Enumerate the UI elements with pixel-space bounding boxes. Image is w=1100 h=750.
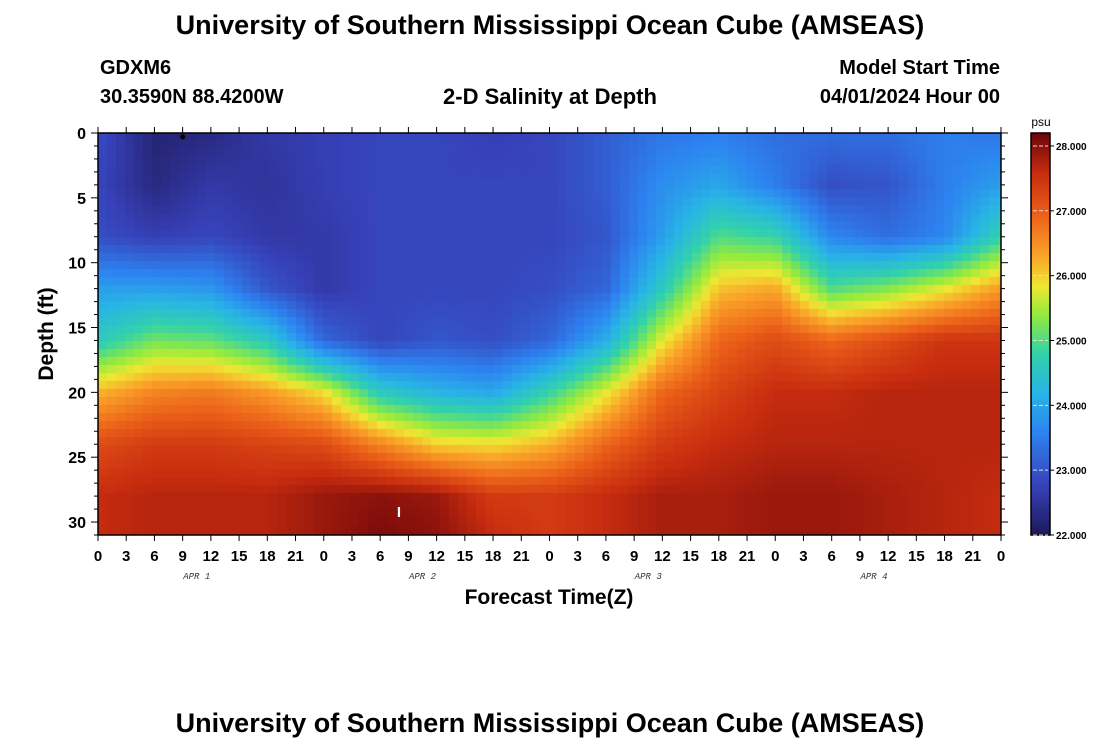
station-name: GDXM6	[100, 57, 172, 79]
x-tick-label: 9	[856, 548, 864, 565]
x-tick-label: 6	[376, 548, 384, 565]
x-axis-label: Forecast Time(Z)	[465, 586, 634, 609]
x-tick-label: 0	[94, 548, 102, 565]
x-tick-label: 15	[908, 548, 925, 565]
colorbar-tick-label: 26.000	[1056, 272, 1087, 283]
colorbar-tick-label: 22.000	[1056, 531, 1087, 542]
y-tick-label: 25	[68, 450, 86, 467]
x-tick-label: 21	[964, 548, 981, 565]
x-tick-label: 9	[178, 548, 186, 565]
x-tick-label: 18	[710, 548, 727, 565]
colorbar-tick-label: 25.000	[1056, 336, 1087, 347]
colorbar-frame	[1030, 132, 1051, 536]
surface-marker	[180, 134, 186, 140]
x-tick-label: 0	[320, 548, 328, 565]
x-tick-label: 15	[457, 548, 474, 565]
model-start-label: Model Start Time	[839, 57, 1000, 79]
x-tick-label: 0	[545, 548, 553, 565]
x-tick-label: 3	[799, 548, 807, 565]
x-tick-label: 3	[122, 548, 130, 565]
x-tick-label: 21	[739, 548, 756, 565]
x-tick-label: 15	[682, 548, 699, 565]
x-tick-label: 21	[287, 548, 304, 565]
y-tick-label: 5	[77, 191, 86, 208]
x-tick-label: 12	[654, 548, 671, 565]
day-label: APR 1	[182, 572, 210, 582]
x-tick-label: 12	[203, 548, 220, 565]
x-tick-label: 18	[936, 548, 953, 565]
colorbar-raster	[1031, 133, 1050, 535]
day-label: APR 2	[408, 572, 437, 582]
y-tick-label: 10	[68, 256, 86, 273]
station-coordinates: 30.3590N 88.4200W	[100, 86, 284, 108]
y-tick-label: 15	[68, 321, 86, 338]
x-tick-label: 0	[997, 548, 1005, 565]
page-title-bottom: University of Southern Mississippi Ocean…	[175, 708, 925, 738]
x-tick-label: 3	[348, 548, 356, 565]
colorbar-tick-label: 24.000	[1056, 401, 1087, 412]
x-tick-label: 0	[771, 548, 779, 565]
colorbar-tick-label: 23.000	[1056, 466, 1087, 477]
salinity-heatmap-raster	[98, 133, 1001, 535]
bottom-marker: I	[397, 504, 401, 521]
x-tick-label: 6	[602, 548, 610, 565]
colorbar-tick-label: 27.000	[1056, 207, 1087, 218]
x-tick-label: 21	[513, 548, 530, 565]
x-tick-label: 9	[404, 548, 412, 565]
y-tick-label: 20	[68, 385, 86, 402]
x-tick-label: 9	[630, 548, 638, 565]
plot-frame	[97, 132, 1002, 536]
day-label: APR 3	[634, 572, 663, 582]
day-label: APR 4	[860, 572, 888, 582]
x-tick-label: 3	[574, 548, 582, 565]
x-tick-label: 12	[428, 548, 445, 565]
y-tick-label: 0	[77, 126, 86, 143]
page-title-top: University of Southern Mississippi Ocean…	[175, 10, 925, 40]
y-tick-label: 30	[68, 515, 86, 532]
y-axis-label: Depth (ft)	[35, 287, 58, 380]
x-tick-label: 6	[150, 548, 158, 565]
plot-title: 2-D Salinity at Depth	[443, 84, 657, 109]
x-tick-label: 12	[880, 548, 897, 565]
colorbar-tick-label: 28.000	[1056, 142, 1087, 153]
x-tick-label: 18	[259, 548, 276, 565]
colorbar-unit-label: psu	[1031, 115, 1050, 129]
x-tick-label: 15	[231, 548, 248, 565]
x-tick-label: 18	[485, 548, 502, 565]
model-start-value: 04/01/2024 Hour 00	[819, 86, 1000, 108]
x-tick-label: 6	[828, 548, 836, 565]
